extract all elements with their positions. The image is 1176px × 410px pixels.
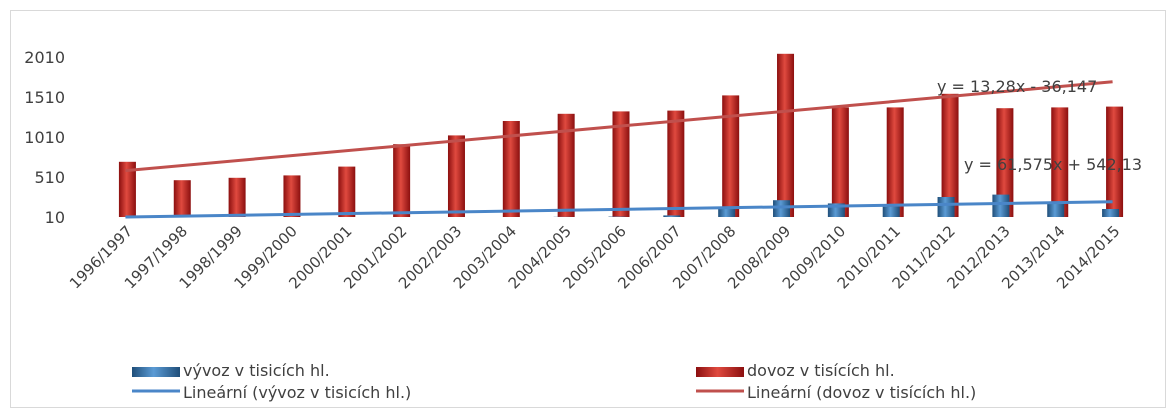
legend-label-export: vývoz v tisicích hl. <box>183 361 330 380</box>
bar-export <box>773 200 791 217</box>
bar-import <box>667 110 685 217</box>
bar-import <box>722 95 740 217</box>
bar-import <box>173 180 191 217</box>
bar-export <box>992 194 1010 217</box>
bar-import <box>886 107 904 217</box>
bar-export <box>663 215 681 217</box>
bar-import <box>118 161 136 217</box>
bar-import <box>447 135 465 217</box>
trendlines <box>125 80 1113 219</box>
trend-equations: y = 13,28x - 36,147 y = 61,575x + 542,13 <box>937 77 1142 174</box>
legend-label-trend-import: Lineární (dovoz v tisících hl.) <box>747 383 976 402</box>
legend-label-trend-export: Lineární (vývoz v tisicích hl.) <box>183 383 411 402</box>
bar-import <box>996 108 1014 217</box>
bar-export <box>1102 209 1120 217</box>
y-tick-label: 1510 <box>24 88 65 107</box>
bar-import <box>338 166 356 217</box>
trend-equation-export: y = 61,575x + 542,13 <box>964 155 1142 174</box>
trend-equation-import: y = 13,28x - 36,147 <box>937 77 1097 96</box>
bar-import <box>1051 107 1069 217</box>
y-tick-label: 1010 <box>24 128 65 147</box>
bar-export <box>937 197 955 217</box>
legend-label-import: dovoz v tisících hl. <box>747 361 895 380</box>
y-tick-label: 510 <box>34 168 65 187</box>
bar-export <box>718 206 736 217</box>
legend-swatch-import <box>696 367 744 377</box>
bar-import <box>777 53 795 217</box>
bar-import <box>502 121 520 217</box>
x-axis: 1996/19971997/19981998/19991999/20002000… <box>66 222 1123 292</box>
bar-import <box>612 111 630 217</box>
bars <box>118 53 1124 217</box>
bar-import <box>283 175 301 217</box>
bar-export <box>1047 201 1065 217</box>
bar-import <box>393 144 411 217</box>
legend: vývoz v tisicích hl. Lineární (vývoz v ti… <box>132 361 976 402</box>
trendline-export <box>125 200 1113 219</box>
y-tick-label: 10 <box>45 208 65 227</box>
bar-import <box>831 107 849 217</box>
bar-export <box>882 206 900 217</box>
bar-import <box>1106 106 1124 217</box>
bar-import <box>228 177 246 217</box>
bar-import <box>557 113 575 217</box>
bar-import <box>941 93 959 217</box>
legend-swatch-export <box>132 367 180 377</box>
trendline-import <box>125 80 1113 173</box>
y-tick-label: 2010 <box>24 48 65 67</box>
y-axis: 10 510 1010 1510 2010 <box>24 48 65 227</box>
